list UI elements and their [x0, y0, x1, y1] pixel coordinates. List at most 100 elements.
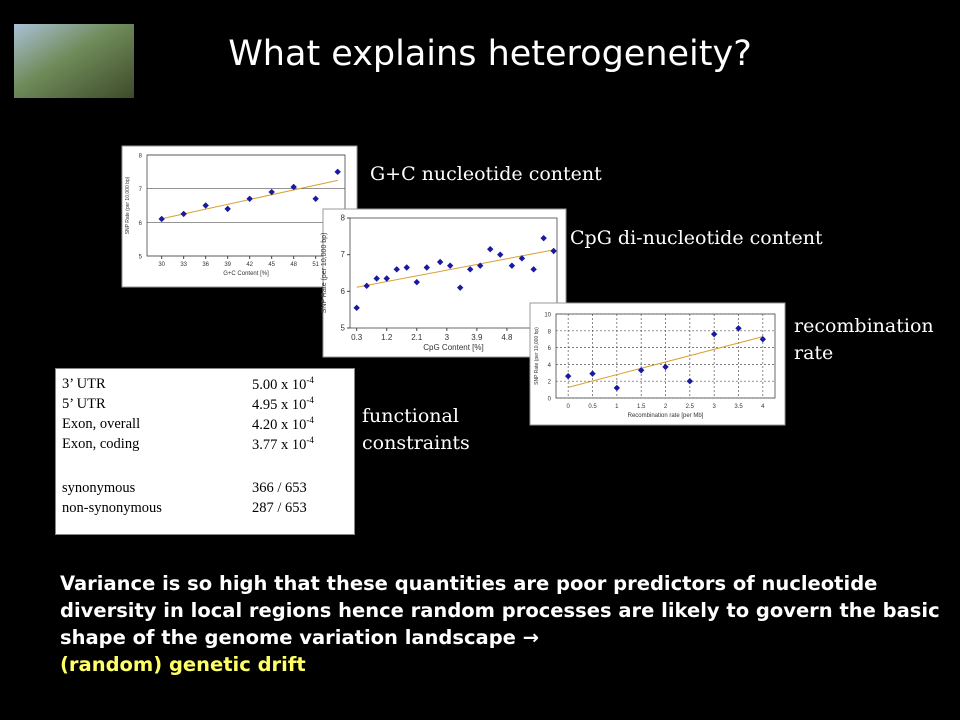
data-point	[436, 258, 444, 266]
data-point	[290, 183, 297, 191]
x-axis-label: CpG Content [%]	[423, 343, 483, 352]
data-point	[456, 284, 464, 291]
data-point	[487, 245, 494, 253]
table-cell: 3’ UTR	[62, 375, 106, 392]
table-cell: 3.77 x 10-4	[252, 434, 314, 454]
mantissa: 4.95 x 10	[252, 396, 307, 413]
data-point	[589, 370, 596, 377]
data-point	[224, 205, 231, 213]
data-point	[550, 247, 557, 255]
data-point	[637, 367, 645, 374]
y-tick-label: 4	[548, 363, 552, 369]
data-point	[363, 282, 370, 290]
x-tick-label: 0.5	[588, 404, 597, 410]
y-tick-label: 5	[341, 324, 346, 333]
x-tick-label: 36	[202, 262, 209, 268]
data-point	[393, 266, 400, 273]
y-tick-label: 8	[139, 154, 143, 160]
data-point	[508, 262, 516, 269]
x-axis-label: G+C Content [%]	[223, 271, 269, 277]
data-point	[334, 168, 341, 176]
data-point	[710, 330, 718, 338]
exponent: -4	[306, 414, 314, 425]
data-point	[423, 264, 430, 271]
x-tick-label: 3	[712, 404, 716, 410]
y-tick-label: 8	[548, 329, 552, 335]
data-point	[735, 325, 742, 332]
x-tick-label: 1	[615, 404, 619, 410]
table-cell: 287 / 653	[252, 499, 307, 516]
photo	[14, 24, 134, 98]
x-tick-label: 3	[445, 333, 450, 342]
data-point	[759, 336, 767, 343]
data-point	[530, 266, 537, 273]
mantissa: 3.77 x 10	[252, 436, 307, 453]
x-tick-label: 3.9	[471, 333, 483, 342]
x-tick-label: 48	[290, 262, 297, 268]
y-tick-label: 0	[548, 397, 552, 403]
y-axis-label: SNP Rate (per 10,000 bp)	[534, 327, 540, 385]
table-gap	[62, 454, 314, 478]
table-row: Exon, coding 3.77 x 10-4	[62, 434, 314, 454]
y-tick-label: 7	[139, 187, 143, 193]
x-tick-label: 4.8	[501, 333, 513, 342]
data-point	[540, 234, 547, 242]
table-cell: Exon, overall	[62, 415, 141, 432]
data-point	[518, 255, 526, 262]
table: 3’ UTR 5.00 x 10-4 5’ UTR 4.95 x 10-4 Exon, …	[55, 368, 355, 535]
table-cell: 366 / 653	[252, 479, 307, 496]
table-row: non-synonymous 287 / 653	[62, 498, 314, 518]
x-tick-label: 1.5	[637, 404, 646, 410]
data-point	[403, 264, 410, 271]
table-cell: 4.95 x 10-4	[252, 394, 314, 414]
y-tick-label: 6	[548, 346, 552, 352]
data-point	[373, 275, 380, 282]
mantissa: 4.20 x 10	[252, 416, 307, 433]
caption: G+C nucleotide content	[370, 163, 602, 185]
data-point	[180, 210, 187, 218]
data-point	[353, 304, 360, 312]
chart-background	[529, 302, 786, 426]
chart-background	[322, 208, 567, 358]
table-cell: 4.20 x 10-4	[252, 414, 314, 434]
y-tick-label: 2	[548, 380, 552, 386]
data-point	[466, 266, 474, 273]
table-cell: synonymous	[62, 479, 136, 496]
data-point	[413, 278, 420, 286]
data-point	[686, 378, 694, 385]
x-tick-label: 45	[268, 262, 275, 268]
y-tick-label: 10	[544, 313, 551, 319]
table-row: 3’ UTR 5.00 x 10-4	[62, 374, 314, 394]
x-axis-label: Recombination rate [per Mb]	[628, 413, 704, 419]
y-tick-label: 7	[341, 250, 346, 259]
x-tick-label: 39	[224, 262, 231, 268]
x-tick-label: 51	[312, 262, 319, 268]
x-tick-label: 3.5	[734, 404, 743, 410]
body-highlight: (random) genetic drift	[60, 653, 306, 676]
table-grid: 3’ UTR 5.00 x 10-4 5’ UTR 4.95 x 10-4 Exon, …	[62, 374, 314, 518]
data-point	[202, 202, 209, 209]
body-sentence: Variance is so high that these quantitie…	[60, 572, 940, 649]
slide-title: What explains heterogeneity?	[228, 34, 752, 74]
trend-line	[356, 249, 554, 288]
y-axis-label: SNP Rate (per 10,000 bp)	[321, 233, 328, 314]
data-point	[158, 215, 165, 223]
x-tick-label: 30	[158, 262, 165, 268]
caption: functional constraints	[362, 405, 470, 454]
data-point	[383, 275, 390, 282]
data-point	[446, 262, 454, 269]
body-text: Variance is so high that these quantitie…	[60, 570, 950, 678]
exponent: -4	[306, 374, 314, 385]
data-point	[268, 188, 275, 196]
x-tick-label: 2	[664, 404, 668, 410]
x-tick-label: 4	[761, 404, 765, 410]
x-tick-label: 2.1	[411, 333, 423, 342]
x-tick-label: 42	[246, 262, 253, 268]
plot-frame	[349, 217, 558, 329]
exponent: -4	[306, 434, 314, 445]
trend-line	[568, 336, 763, 388]
caption: CpG di-nucleotide content	[570, 227, 823, 249]
y-axis-label: SNP Rate (per 10,000 bp)	[125, 176, 131, 234]
